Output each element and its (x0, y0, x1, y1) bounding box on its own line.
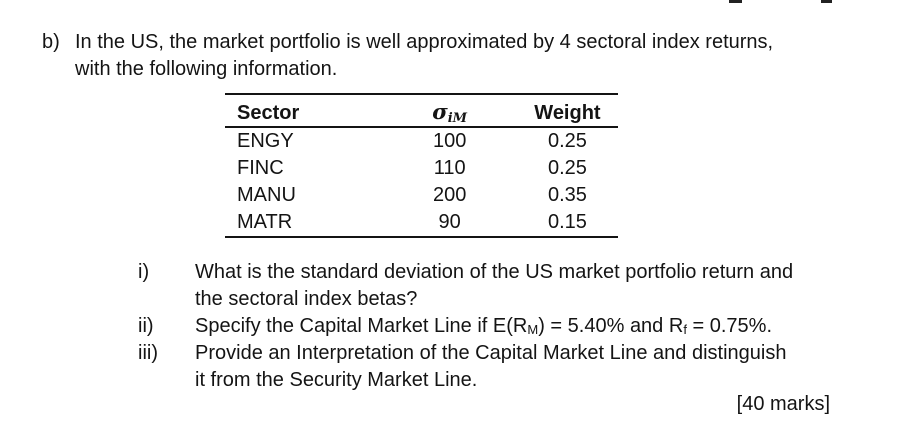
cell-sigma-im: 200 (432, 184, 467, 206)
header-sigma-im: σiM (382, 94, 517, 127)
subquestion-i-label: i) (138, 261, 150, 283)
subquestion-ii-part3: = 0.75%. (686, 315, 772, 337)
subquestion-ii-part2: ) = 5.40% and R (538, 315, 684, 337)
subquestion-i-line2: the sectoral index betas? (195, 288, 418, 310)
subquestion-ii-text: Specify the Capital Market Line if E(RM)… (195, 313, 830, 340)
subquestions: i) What is the standard deviation of the… (138, 259, 830, 418)
sector-table-head: Sector σiM Weight (225, 94, 618, 127)
sigma-subscript: iM (447, 111, 468, 126)
cell-weight: 0.15 (547, 211, 587, 233)
table-header-row: Sector σiM Weight (225, 94, 618, 127)
table-row-matr: MATR 90 0.15 (225, 209, 618, 237)
subquestion-i-line2-row: the sectoral index betas? (138, 286, 830, 313)
question-b-line2: with the following information. (75, 58, 338, 80)
table-row-finc: FINC 110 0.25 (225, 155, 618, 182)
cell-weight: 0.25 (547, 130, 587, 152)
sigma-symbol: σ (432, 99, 448, 124)
subquestion-ii-row: ii) Specify the Capital Market Line if E… (138, 313, 830, 340)
subquestion-iii-line2: it from the Security Market Line. (195, 369, 478, 391)
subscript-f: f (683, 322, 687, 337)
subquestion-ii-part1: Specify the Capital Market Line if E(R (195, 315, 528, 337)
subquestion-iii-line2-row: it from the Security Market Line. (138, 367, 830, 394)
cell-sector: MANU (237, 184, 296, 206)
cell-sigma-im: 90 (438, 211, 461, 233)
subquestion-i-label-spacer (138, 286, 195, 313)
subquestion-iii-line1-row: iii) Provide an Interpretation of the Ca… (138, 340, 830, 367)
subquestion-i-line1: What is the standard deviation of the US… (195, 261, 794, 283)
table-row-engy: ENGY 100 0.25 (225, 127, 618, 155)
subquestion-i-line1-row: i) What is the standard deviation of the… (138, 259, 830, 286)
cell-sigma-im: 100 (432, 130, 467, 152)
question-b-line1: In the US, the market portfolio is well … (75, 31, 774, 53)
cell-sector: ENGY (237, 130, 294, 152)
question-b-label: b) (42, 31, 60, 53)
cell-weight: 0.35 (547, 184, 587, 206)
sector-table: Sector σiM Weight ENGY 100 0.25 FINC 110… (225, 93, 618, 238)
header-weight: Weight (534, 102, 601, 124)
cell-sigma-im: 110 (433, 157, 466, 179)
cropped-text-fragment-2 (821, 0, 832, 3)
subquestion-iii-label: iii) (138, 342, 158, 364)
question-b: b) In the US, the market portfolio is we… (42, 29, 902, 83)
table-row-manu: MANU 200 0.35 (225, 182, 618, 209)
cell-sector: FINC (237, 157, 284, 179)
marks-total: [40 marks] (736, 393, 830, 415)
cell-sector: MATR (237, 211, 293, 233)
cell-weight: 0.25 (547, 157, 587, 179)
subscript-m: M (527, 322, 539, 337)
subquestion-iii-line1: Provide an Interpretation of the Capital… (195, 342, 787, 364)
cropped-text-fragment-1 (729, 0, 742, 3)
question-b-text: In the US, the market portfolio is well … (75, 29, 773, 83)
subquestion-ii-label: ii) (138, 315, 154, 337)
header-sector: Sector (237, 102, 300, 124)
subquestion-iii-label-spacer (138, 367, 195, 394)
sector-table-body: ENGY 100 0.25 FINC 110 0.25 MANU 200 0.3… (225, 127, 618, 237)
